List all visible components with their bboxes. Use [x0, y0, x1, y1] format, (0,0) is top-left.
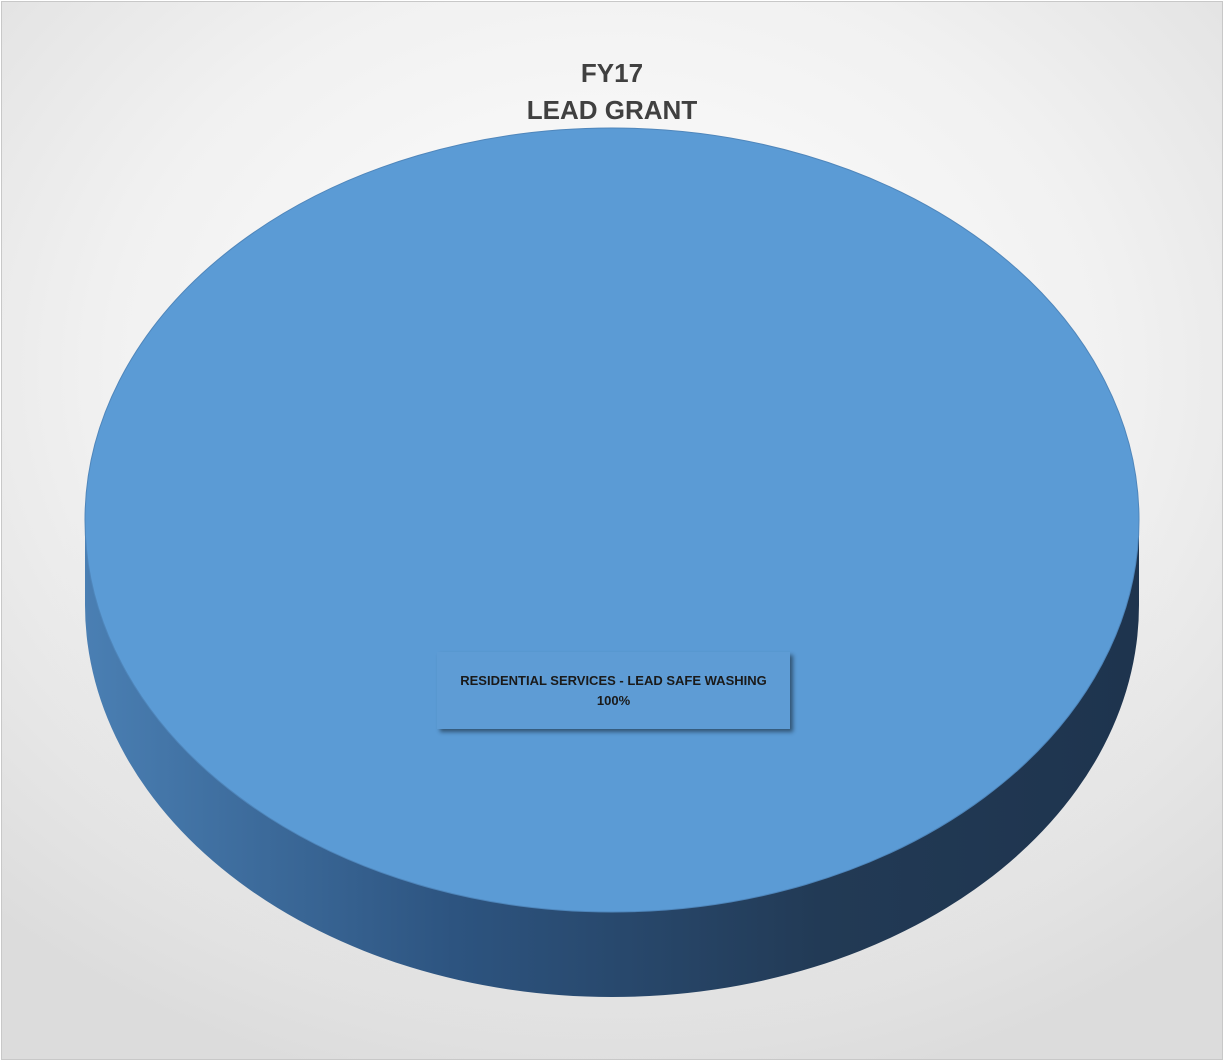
data-label-category: RESIDENTIAL SERVICES - LEAD SAFE WASHING — [460, 672, 767, 688]
pie-slice-side — [85, 520, 1139, 997]
data-label-percent: 100% — [596, 692, 631, 708]
pie-slice — [84, 127, 1140, 913]
chart-title-line-2: LEAD GRANT — [526, 95, 698, 125]
chart-title-line-1: FY17 — [580, 58, 644, 88]
data-label: RESIDENTIAL SERVICES - LEAD SAFE WASHING… — [437, 652, 790, 729]
